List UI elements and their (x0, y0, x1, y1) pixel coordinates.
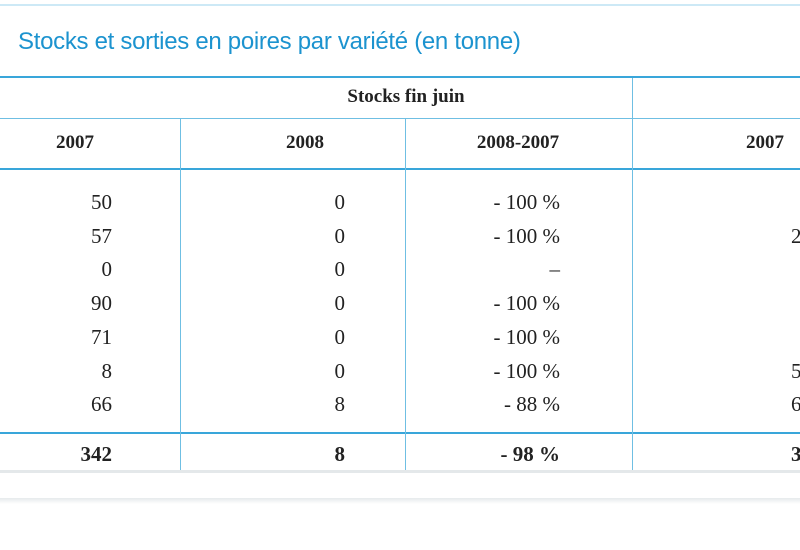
table-cell: 90 (91, 291, 112, 316)
table-cell: 0 (334, 190, 346, 214)
total-rule (0, 432, 800, 434)
top-rule (0, 4, 800, 6)
table-cell: 6 (692, 190, 800, 215)
table-cell: 0 (334, 358, 346, 383)
group-header: Stocks fin juin (347, 86, 465, 107)
column-header: 2008 (286, 132, 324, 153)
table-cell: 6 (692, 257, 800, 282)
table-cell: - 100 % (493, 291, 561, 316)
table-cell: 8 (101, 358, 113, 383)
table-cell: 63 (791, 392, 800, 417)
table-cell: 0 (101, 257, 113, 282)
table-cell: 71 (91, 324, 112, 349)
table-cell: 57 (91, 223, 112, 248)
header-rule (0, 118, 800, 119)
total-cell: 342 (80, 442, 113, 466)
table-cell: 66 (91, 392, 112, 417)
table-cell: 0 (334, 291, 346, 316)
shadow (0, 498, 800, 504)
title-rule (0, 76, 800, 78)
total-cell: - 98 % (500, 442, 561, 466)
table-cell: 0 (334, 257, 346, 282)
column-divider (632, 78, 633, 470)
table-cell: 20 (791, 223, 800, 248)
table-cell: - 100 % (493, 358, 561, 383)
total-cell: 8 (334, 442, 346, 466)
table-cell: 50 (91, 190, 112, 214)
table-cell: - 100 % (493, 324, 561, 349)
table-cell: 4 (692, 291, 800, 316)
table-cell: 57 (791, 358, 800, 383)
table-cell: 3 (692, 325, 800, 350)
total-cell: 32 (791, 442, 800, 466)
table-cell: - 100 % (493, 190, 561, 214)
table-cell: - 88 % (504, 392, 560, 417)
column-header: 2007 (56, 132, 94, 153)
table-title: Stocks et sorties en poires par variété … (18, 28, 521, 55)
column-header: 2008-2007 (476, 132, 560, 153)
column-divider (180, 118, 181, 470)
column-header: 2007 (746, 132, 784, 153)
bottom-rule (0, 470, 800, 473)
table-cell: – (549, 257, 561, 282)
column-divider (405, 118, 406, 470)
table-cell: 8 (334, 392, 346, 417)
table-cell: 0 (334, 324, 346, 349)
table-cell: - 100 % (493, 223, 561, 248)
subheader-rule (0, 168, 800, 170)
table-cell: 0 (334, 223, 346, 248)
